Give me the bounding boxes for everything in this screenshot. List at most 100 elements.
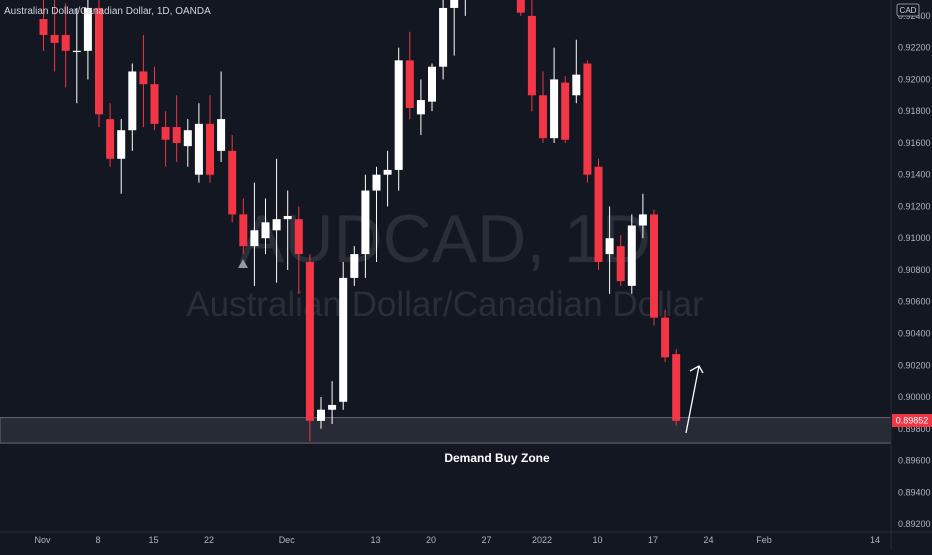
candle[interactable] (172, 95, 181, 162)
candle[interactable] (328, 381, 337, 425)
candle[interactable] (283, 190, 292, 270)
candle[interactable] (405, 31, 414, 120)
candle-body (572, 74, 581, 96)
x-tick-label: 2022 (532, 535, 552, 545)
y-tick-label: 0.91000 (898, 233, 931, 243)
candle-body (516, 0, 525, 13)
y-tick-label: 0.90000 (898, 392, 931, 402)
y-tick-label: 0.89600 (898, 456, 931, 466)
y-tick-label: 0.91800 (898, 106, 931, 116)
candle[interactable] (39, 0, 48, 51)
candle[interactable] (461, 0, 469, 16)
candle-body (550, 79, 559, 139)
arrow-up-icon (685, 365, 704, 434)
candle[interactable] (61, 3, 70, 88)
candle[interactable] (594, 158, 603, 270)
candle[interactable] (372, 166, 381, 263)
candle[interactable] (561, 76, 570, 143)
candle-body (50, 34, 59, 43)
x-tick-label: 24 (703, 535, 713, 545)
triangle-up-icon (238, 259, 248, 268)
candle-body (672, 354, 681, 421)
candle[interactable] (638, 193, 647, 239)
candle[interactable] (605, 206, 614, 294)
candle[interactable] (239, 198, 248, 255)
candle-body (339, 277, 348, 402)
candle[interactable] (650, 209, 658, 326)
candle[interactable] (83, 0, 92, 80)
candle[interactable] (194, 103, 203, 183)
candle[interactable] (128, 63, 137, 151)
candle[interactable] (228, 134, 237, 223)
candle[interactable] (106, 103, 115, 167)
candle[interactable] (183, 119, 192, 167)
candle-body (372, 174, 381, 191)
x-tick-label: Feb (756, 535, 772, 545)
candle[interactable] (383, 150, 392, 207)
candle[interactable] (416, 79, 425, 135)
candle[interactable] (450, 0, 459, 56)
candle[interactable] (527, 0, 536, 112)
candle[interactable] (261, 198, 270, 255)
candle-body (206, 123, 214, 175)
candle-body (594, 166, 603, 263)
candle[interactable] (317, 397, 325, 429)
y-tick-label: 0.89800 (898, 424, 931, 434)
candle[interactable] (206, 95, 214, 183)
candle[interactable] (294, 206, 303, 294)
candle-body (228, 150, 237, 215)
candle[interactable] (272, 158, 281, 283)
candle-body (605, 238, 614, 255)
candle-body (428, 66, 436, 102)
x-tick-label: 13 (370, 535, 380, 545)
x-tick-label: 10 (592, 535, 602, 545)
x-tick-label: 27 (481, 535, 491, 545)
candle[interactable] (161, 111, 170, 167)
candle[interactable] (305, 254, 314, 442)
y-tick-label: 0.90400 (898, 328, 931, 338)
candle[interactable] (139, 34, 148, 128)
candle[interactable] (539, 71, 547, 143)
candle[interactable] (117, 119, 126, 194)
candle-body (61, 34, 70, 51)
candle[interactable] (672, 349, 681, 426)
candle-body (383, 169, 392, 175)
candle[interactable] (150, 66, 159, 131)
candle-body (405, 60, 414, 108)
candle[interactable] (550, 47, 559, 143)
candle[interactable] (439, 0, 448, 80)
candle-body (217, 119, 226, 151)
candle[interactable] (394, 47, 403, 191)
candle-body (106, 119, 115, 159)
candle[interactable] (583, 60, 592, 183)
candle[interactable] (339, 262, 348, 410)
candle-body (317, 409, 325, 421)
candle[interactable] (72, 7, 81, 104)
candle[interactable] (95, 0, 103, 128)
candle-body (239, 214, 248, 247)
candle[interactable] (661, 309, 670, 363)
candle-body (561, 82, 570, 140)
x-tick-label: 14 (870, 535, 880, 545)
candle[interactable] (250, 182, 259, 286)
candle[interactable] (428, 63, 436, 112)
candle[interactable] (350, 246, 359, 286)
candle-body (616, 246, 625, 282)
candle[interactable] (627, 214, 636, 294)
candle-body (117, 130, 126, 159)
candle-body (416, 100, 425, 115)
demand-zone[interactable] (0, 417, 892, 444)
candle[interactable] (516, 0, 525, 16)
candle[interactable] (572, 39, 581, 104)
candle[interactable] (50, 0, 59, 72)
y-tick-label: 0.91400 (898, 170, 931, 180)
candle-body (72, 50, 81, 53)
candle[interactable] (616, 235, 625, 286)
candle[interactable] (361, 174, 370, 278)
candle[interactable] (217, 71, 226, 162)
candle-body (294, 219, 303, 255)
candle-body (183, 130, 192, 147)
candle-body (194, 123, 203, 175)
